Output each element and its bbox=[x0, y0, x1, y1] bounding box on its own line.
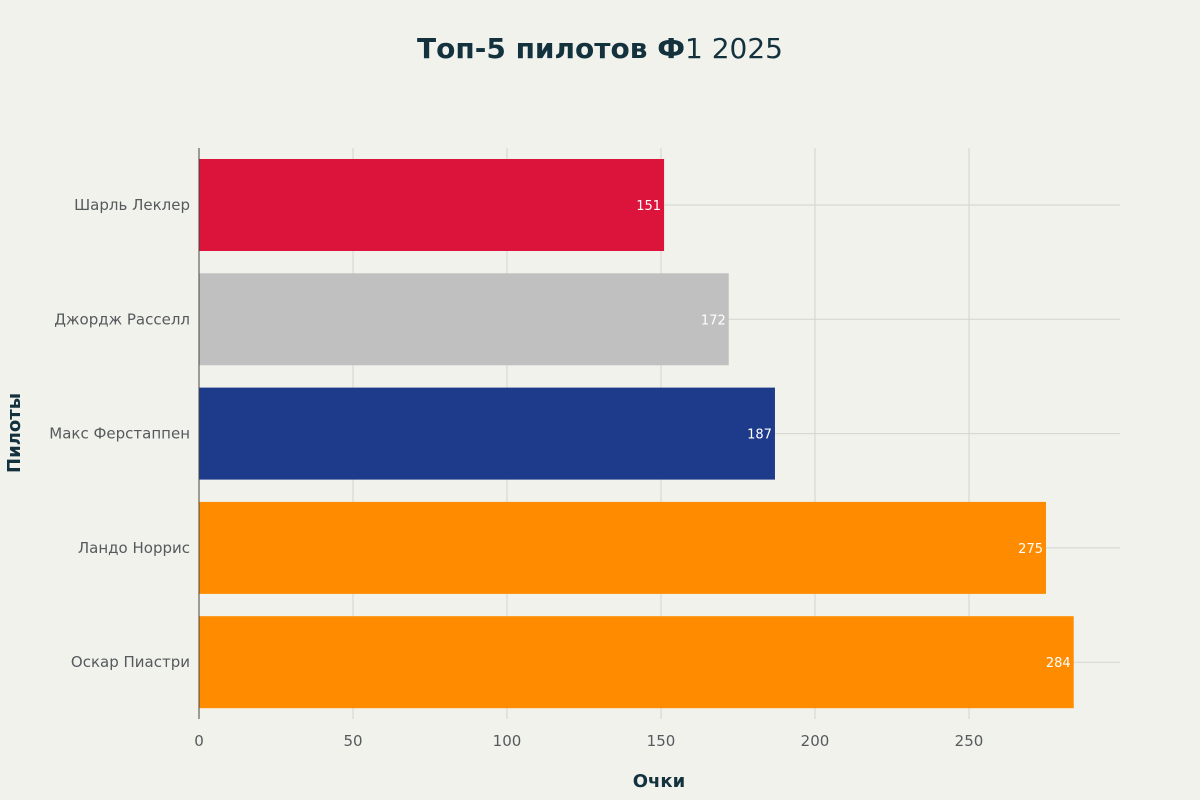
x-tick-label: 250 bbox=[955, 732, 984, 750]
data-label: 284 bbox=[1046, 656, 1071, 671]
y-axis-title: Пилоты bbox=[4, 393, 25, 473]
y-axis-labels: Шарль Леклер Джордж Расселл Макс Ферстаппе… bbox=[49, 196, 190, 671]
x-tick-label: 0 bbox=[194, 732, 204, 750]
x-axis-ticks: 0 50 100 150 200 250 bbox=[194, 732, 983, 750]
data-label: 151 bbox=[636, 199, 661, 214]
bar[interactable] bbox=[199, 387, 775, 480]
chart-title-bold: Топ-5 пилотов Ф bbox=[417, 32, 685, 65]
bar[interactable] bbox=[199, 616, 1074, 709]
y-category-label: Ландо Норрис bbox=[78, 539, 190, 557]
data-label: 172 bbox=[701, 313, 726, 328]
bars bbox=[199, 159, 1074, 709]
data-labels: 151 172 187 275 284 bbox=[636, 199, 1070, 671]
y-category-label: Макс Ферстаппен bbox=[49, 425, 190, 443]
x-tick-label: 100 bbox=[493, 732, 522, 750]
data-label: 187 bbox=[747, 428, 772, 443]
y-category-label: Шарль Леклер bbox=[74, 196, 190, 214]
chart-title: Топ-5 пилотов Ф1 2025 bbox=[417, 32, 783, 65]
x-axis-title: Очки bbox=[633, 771, 686, 792]
bar[interactable] bbox=[199, 501, 1046, 594]
x-tick-label: 150 bbox=[647, 732, 676, 750]
y-category-label: Оскар Пиастри bbox=[71, 653, 190, 671]
x-tick-label: 50 bbox=[343, 732, 362, 750]
data-label: 275 bbox=[1018, 542, 1043, 557]
bar[interactable] bbox=[199, 273, 729, 366]
x-tick-label: 200 bbox=[801, 732, 830, 750]
bar[interactable] bbox=[199, 159, 665, 251]
chart-title-regular: 1 2025 bbox=[685, 32, 783, 65]
y-category-label: Джордж Расселл bbox=[54, 310, 190, 328]
